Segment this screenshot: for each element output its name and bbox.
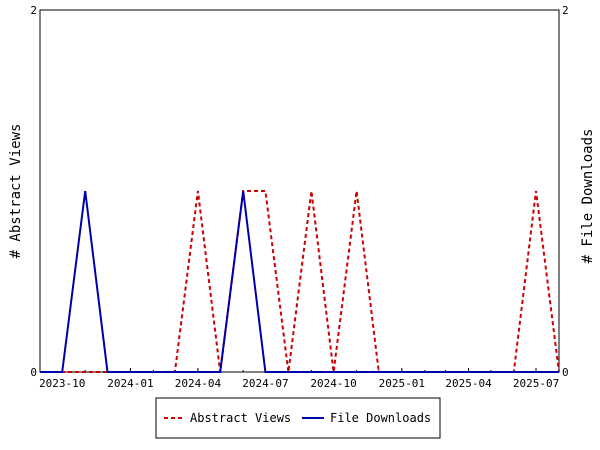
y-tick-label: 0	[30, 366, 37, 379]
x-tick-label: 2025-04	[445, 377, 492, 390]
x-tick-label: 2024-04	[175, 377, 222, 390]
x-tick-label: 2025-07	[513, 377, 559, 390]
series-layer	[40, 190, 560, 373]
legend-label-abstract-views: Abstract Views	[190, 411, 291, 425]
x-tick-label: 2024-01	[107, 377, 153, 390]
x-tick-label: 2024-10	[310, 377, 356, 390]
y2-tick-label: 2	[562, 4, 569, 17]
series-line-file-downloads	[40, 190, 559, 373]
x-axis: 2023-10 2024-01 2024-04 2024-07 2024-10 2025-…	[39, 368, 560, 390]
x-tick-label: 2024-07	[242, 377, 288, 390]
legend-box	[155, 397, 441, 439]
legend-label-file-downloads: File Downloads	[330, 411, 431, 425]
y2-axis-title: # File Downloads	[580, 129, 596, 264]
y2-tick-label: 0	[562, 366, 569, 379]
plot-area	[39, 9, 560, 373]
x-tick-label: 2023-10	[39, 377, 85, 390]
y-tick-label: 2	[30, 4, 37, 17]
legend: Abstract Views File Downloads	[155, 397, 441, 439]
y-axis-title: # Abstract Views	[8, 124, 24, 259]
x-tick-label: 2025-01	[379, 377, 425, 390]
